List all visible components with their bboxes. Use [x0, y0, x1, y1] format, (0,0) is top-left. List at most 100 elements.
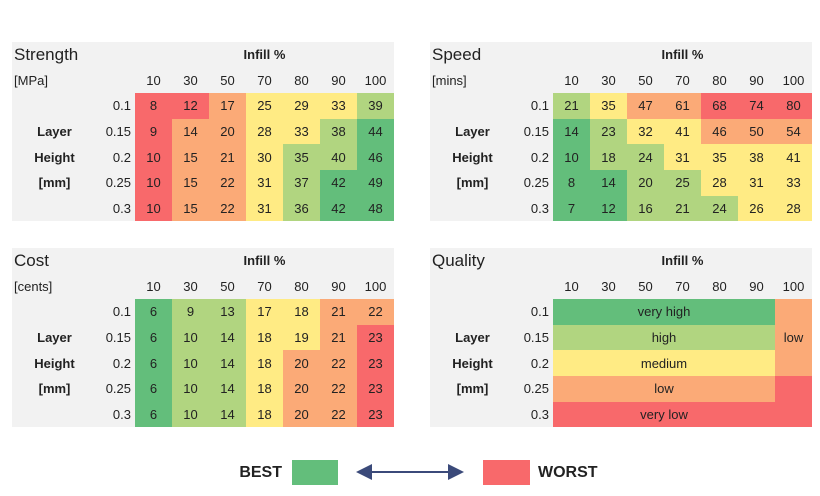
col-label: 10 — [564, 278, 579, 294]
heat-cell: 18 — [246, 324, 283, 351]
heat-cell: 21 — [320, 299, 357, 325]
col-label: 30 — [601, 278, 616, 294]
heat-cell: 28 — [246, 118, 283, 145]
heat-cell: 14 — [590, 170, 627, 196]
legend-best: BEST — [239, 463, 282, 481]
col-label: 90 — [749, 72, 764, 88]
heat-cell: 29 — [283, 93, 320, 119]
heat-cell: 28 — [701, 170, 738, 196]
heat-cell: 47 — [627, 93, 664, 119]
heat-cell: 36 — [283, 195, 320, 222]
heat-cell: 35 — [590, 93, 627, 119]
heat-cell: 23 — [357, 401, 394, 428]
heat-cell: 24 — [627, 144, 664, 170]
col-label: 30 — [183, 278, 198, 294]
col-label: 10 — [564, 72, 579, 88]
heat-cell: 22 — [320, 376, 357, 402]
col-label: 80 — [712, 278, 727, 294]
panel-title: Quality — [432, 250, 485, 270]
heat-cell: 6 — [135, 299, 172, 325]
row-value: 0.25 — [523, 175, 549, 191]
heat-cell: 6 — [135, 401, 172, 428]
heat-cell: 10 — [135, 195, 172, 222]
heat-cell: 35 — [283, 144, 320, 170]
heat-cell: 18 — [246, 350, 283, 376]
heat-cell: 33 — [320, 93, 357, 119]
heat-cell: 31 — [738, 170, 775, 196]
heat-cell: 21 — [553, 93, 590, 119]
col-label: 10 — [146, 72, 161, 88]
heat-cell: 31 — [664, 144, 701, 170]
heat-cell: 20 — [627, 170, 664, 196]
col-header: Infill % — [243, 47, 286, 63]
heat-cell: 25 — [246, 93, 283, 119]
quality-cell: very low — [553, 401, 775, 428]
heat-cell: 46 — [701, 118, 738, 145]
heat-cell: 16 — [627, 195, 664, 222]
legend-worst: WORST — [538, 463, 598, 481]
heat-cell: 20 — [209, 118, 246, 145]
row-value: 0.15 — [105, 330, 131, 346]
quality-cell — [775, 376, 812, 428]
row-value: 0.15 — [105, 124, 131, 140]
heat-cell: 25 — [664, 170, 701, 196]
heat-cell: 18 — [246, 376, 283, 402]
heat-cell: 23 — [357, 376, 394, 402]
heat-cell: 14 — [209, 376, 246, 402]
unit: [cents] — [14, 278, 53, 294]
legend-worst-swatch — [483, 460, 530, 485]
heat-cell: 22 — [209, 195, 246, 222]
row-label: Height — [452, 149, 493, 165]
row-label: Height — [34, 149, 75, 165]
heat-cell: 12 — [172, 93, 209, 119]
heat-cell: 37 — [283, 170, 320, 196]
col-label: 50 — [638, 278, 653, 294]
heat-cell: 24 — [701, 195, 738, 222]
row-value: 0.3 — [530, 200, 549, 216]
row-value: 0.1 — [530, 98, 549, 114]
heat-cell: 10 — [135, 170, 172, 196]
row-value: 0.15 — [523, 330, 549, 346]
heat-cell: 21 — [664, 195, 701, 222]
heat-cell: 18 — [283, 299, 320, 325]
col-label: 70 — [675, 278, 690, 294]
col-label: 70 — [675, 72, 690, 88]
heat-cell: 15 — [172, 144, 209, 170]
heat-cell: 49 — [357, 170, 394, 196]
row-label: [mm] — [38, 381, 71, 397]
heat-cell: 26 — [738, 195, 775, 222]
row-value: 0.1 — [112, 304, 131, 320]
heat-cell: 10 — [553, 144, 590, 170]
heat-cell: 8 — [553, 170, 590, 196]
col-label: 100 — [782, 278, 805, 294]
heat-cell: 42 — [320, 195, 357, 222]
panel-title: Cost — [14, 250, 49, 270]
col-label: 30 — [601, 72, 616, 88]
heat-cell: 20 — [283, 376, 320, 402]
col-label: 100 — [782, 72, 805, 88]
heat-cell: 9 — [135, 118, 172, 145]
heat-cell: 20 — [283, 350, 320, 376]
panel-title: Strength — [14, 44, 79, 64]
heat-cell: 35 — [701, 144, 738, 170]
row-value: 0.25 — [523, 381, 549, 397]
col-header: Infill % — [661, 47, 704, 63]
row-value: 0.2 — [112, 149, 131, 165]
row-label: Layer — [37, 330, 72, 346]
heat-cell: 6 — [135, 324, 172, 351]
heat-cell: 8 — [135, 93, 172, 119]
row-label: Layer — [455, 330, 490, 346]
row-label: Height — [34, 355, 75, 371]
row-value: 0.3 — [530, 406, 549, 422]
row-label: [mm] — [456, 381, 489, 397]
heat-cell: 18 — [590, 144, 627, 170]
col-label: 100 — [364, 72, 387, 88]
row-label: Layer — [37, 124, 72, 140]
quality-cell: low — [553, 376, 775, 402]
heat-cell: 39 — [357, 93, 394, 119]
heat-cell: 50 — [738, 118, 775, 145]
col-label: 10 — [146, 278, 161, 294]
heat-cell: 6 — [135, 350, 172, 376]
heat-cell: 23 — [590, 118, 627, 145]
quality-cell: very high — [553, 299, 775, 325]
